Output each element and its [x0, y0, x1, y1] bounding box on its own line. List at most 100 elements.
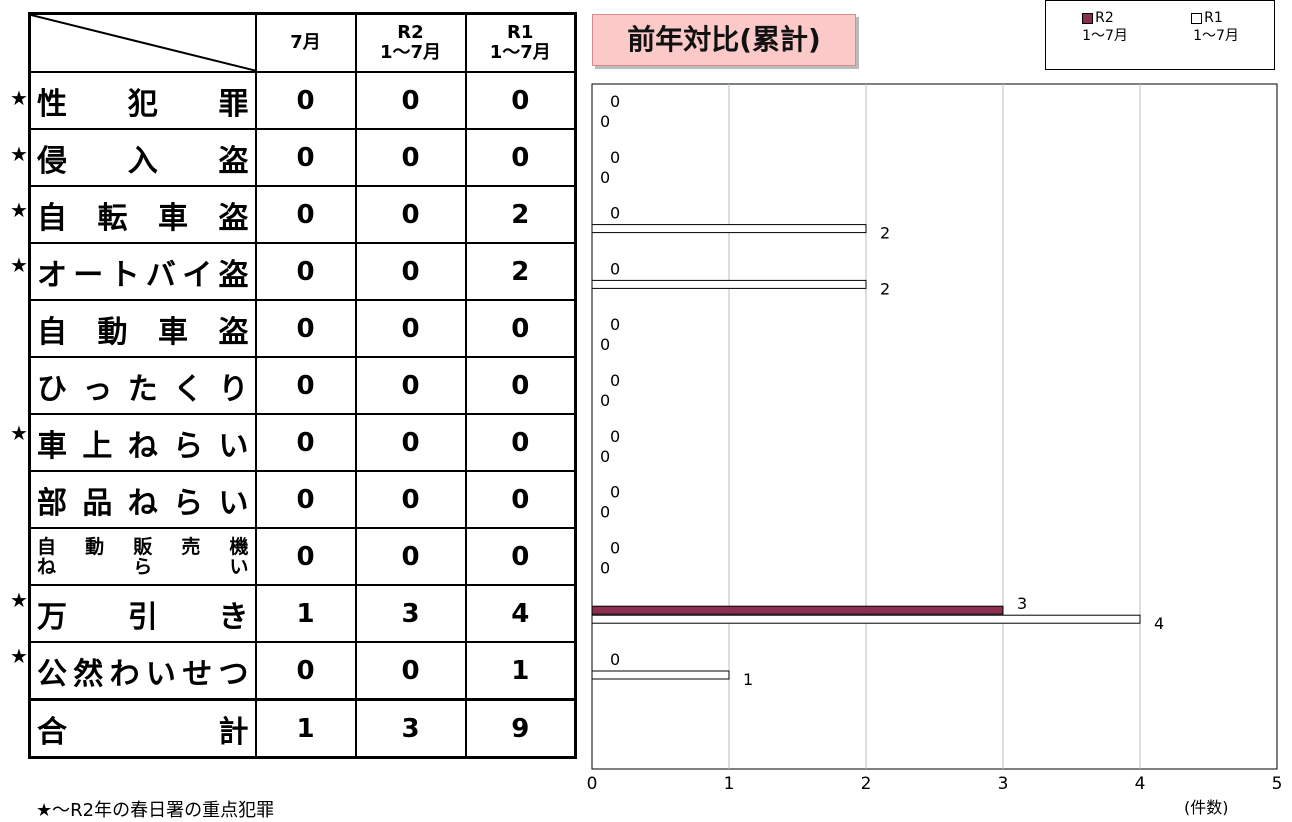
july-count-cell: 1 [254, 698, 357, 759]
data-label-r1: 4 [1154, 614, 1164, 633]
column-header: R1 1〜7月 [464, 12, 577, 73]
july-count-cell: 0 [254, 527, 357, 586]
july-count-cell: 0 [254, 641, 357, 701]
r1-cumulative-cell: 4 [464, 584, 577, 643]
r2-cumulative-cell: 0 [354, 71, 467, 130]
x-tick-label: 1 [724, 774, 735, 794]
crime-category: 公然わいせつ [28, 641, 257, 701]
column-header-label: 1〜7月 [379, 42, 442, 63]
legend-label-r2-line2: 1〜7月 [1082, 28, 1128, 44]
x-tick-label: 4 [1135, 774, 1146, 794]
july-count-cell: 0 [254, 185, 357, 244]
legend-item-r1: R1 1〜7月 [1162, 9, 1252, 45]
x-axis-unit: (件数) [1184, 798, 1229, 817]
header-corner-cell [28, 12, 257, 73]
data-label-r2: 3 [1017, 594, 1027, 613]
x-tick-label: 2 [861, 774, 872, 794]
r1-cumulative-cell: 0 [464, 128, 577, 187]
priority-star-icon: ★ [10, 86, 28, 110]
column-header-label: R1 [507, 22, 534, 43]
legend-label-r2-line1: R2 [1095, 10, 1114, 26]
chart-legend: R2 1〜7月 R1 1〜7月 [1045, 0, 1275, 70]
data-label-r2: 0 [610, 650, 620, 669]
r2-cumulative-cell: 0 [354, 356, 467, 415]
data-label-r2: 0 [610, 371, 620, 390]
r2-cumulative-cell: 3 [354, 584, 467, 643]
priority-star-icon: ★ [10, 141, 28, 166]
data-label-r1: 0 [600, 335, 610, 354]
crime-category: ひったくり [28, 356, 257, 415]
r2-cumulative-cell: 0 [354, 128, 467, 187]
r1-cumulative-cell: 0 [464, 356, 577, 415]
chart-title: 前年対比(累計) [592, 14, 856, 66]
bar-r1 [591, 670, 730, 680]
data-label-r1: 1 [743, 670, 753, 689]
legend-label-r1-line1: R1 [1204, 10, 1223, 26]
data-label-r2: 0 [610, 204, 620, 223]
column-header-label: 1〜7月 [489, 42, 551, 63]
data-label-r1: 0 [600, 168, 610, 187]
data-label-r2: 0 [610, 315, 620, 334]
data-label-r2: 0 [610, 148, 620, 167]
r2-cumulative-cell: 0 [354, 413, 467, 472]
r1-cumulative-cell: 0 [464, 413, 577, 472]
priority-star-icon: ★ [10, 644, 28, 668]
r2-cumulative-cell: 0 [354, 641, 467, 701]
r2-cumulative-cell: 0 [354, 242, 467, 301]
crime-category: オートバイ盗 [28, 242, 257, 301]
data-label-r2: 0 [610, 92, 620, 111]
july-count-cell: 0 [254, 242, 357, 301]
data-label-r1: 0 [600, 112, 610, 131]
crime-category: 自動販売機ねらい [28, 527, 257, 586]
r1-cumulative-cell: 9 [464, 698, 577, 759]
july-count-cell: 0 [254, 413, 357, 472]
r2-cumulative-cell: 0 [354, 299, 467, 358]
july-count-cell: 0 [254, 470, 357, 529]
diagonal-line [31, 15, 257, 71]
data-label-r2: 0 [610, 427, 620, 446]
data-label-r1: 0 [600, 503, 610, 522]
footnote: ★〜R2年の春日署の重点犯罪 [36, 800, 275, 821]
x-tick-label: 5 [1272, 774, 1283, 794]
priority-star-icon: ★ [10, 420, 28, 445]
r1-cumulative-cell: 0 [464, 527, 577, 586]
crime-category: 合計 [28, 698, 257, 759]
crime-category: 侵入盗 [28, 128, 257, 187]
bar-r2 [591, 605, 1004, 615]
legend-label-r1-line2: 1〜7月 [1193, 28, 1239, 44]
july-count-cell: 0 [254, 299, 357, 358]
x-tick-label: 3 [998, 774, 1009, 794]
r1-cumulative-cell: 2 [464, 185, 577, 244]
r1-cumulative-cell: 1 [464, 641, 577, 701]
r1-cumulative-cell: 0 [464, 71, 577, 130]
data-label-r1: 0 [600, 558, 610, 577]
crime-category: 車上ねらい [28, 413, 257, 472]
column-header: R2 1〜7月 [354, 12, 467, 73]
data-label-r1: 0 [600, 391, 610, 410]
july-count-cell: 0 [254, 71, 357, 130]
priority-star-icon: ★ [10, 197, 28, 222]
data-label-r2: 0 [610, 483, 620, 502]
bar-r1 [591, 224, 867, 234]
column-header: 7月 [254, 12, 357, 73]
crime-category: 部品ねらい [28, 470, 257, 529]
july-count-cell: 0 [254, 128, 357, 187]
crime-category: 自動車盗 [28, 299, 257, 358]
priority-star-icon: ★ [10, 588, 28, 613]
july-count-cell: 1 [254, 584, 357, 643]
bar-r1 [591, 614, 1141, 624]
data-label-r1: 2 [880, 279, 890, 298]
column-header-label: 7月 [290, 32, 321, 53]
crime-category: 自転車盗 [28, 185, 257, 244]
legend-swatch-r2 [1082, 12, 1094, 24]
